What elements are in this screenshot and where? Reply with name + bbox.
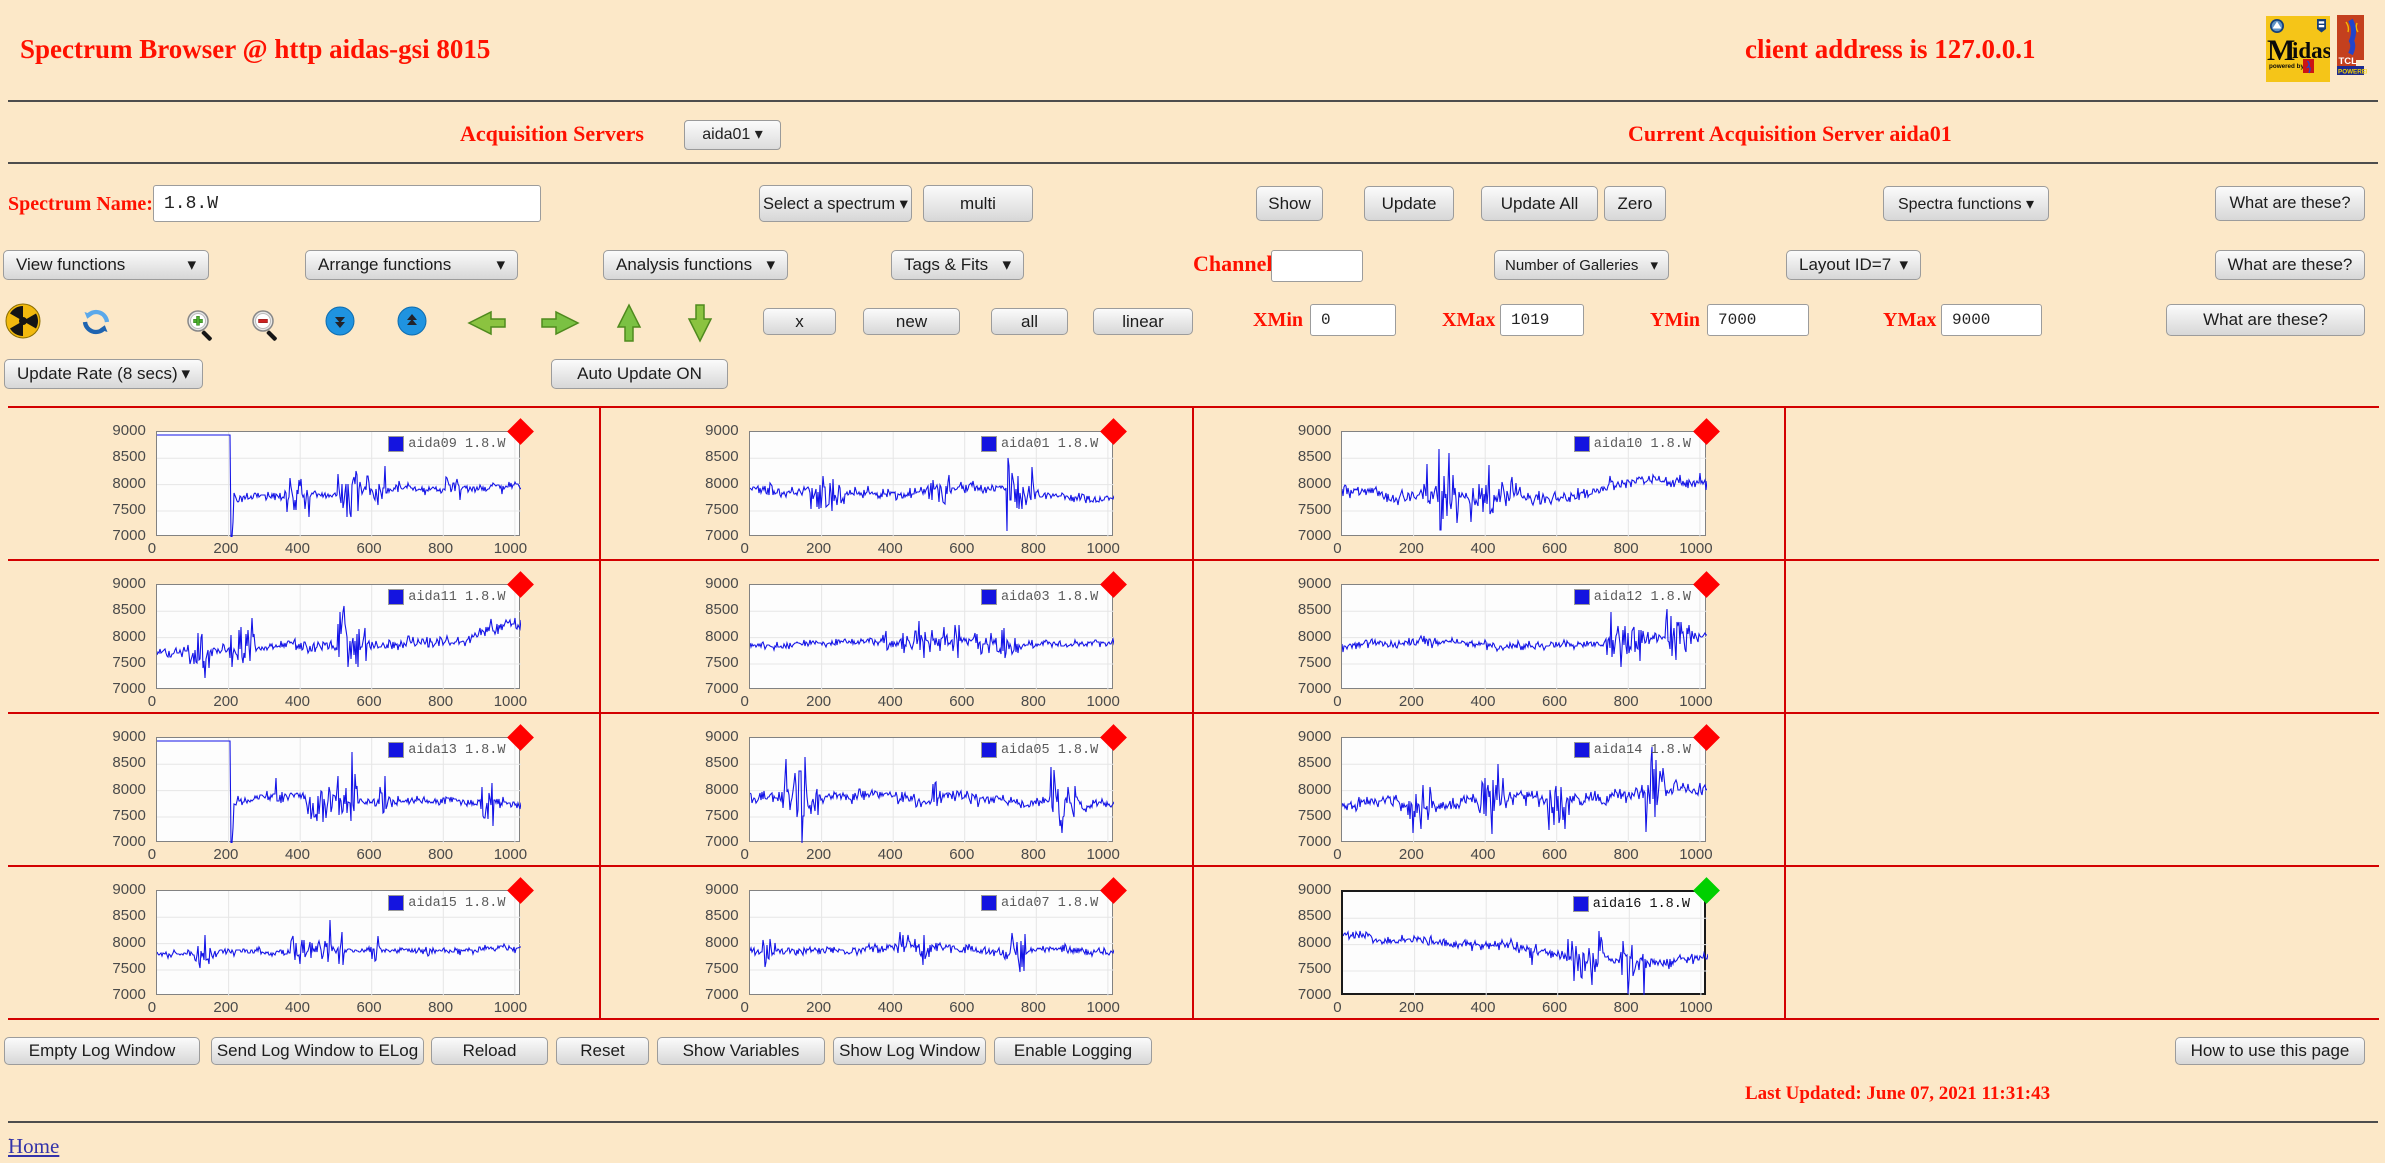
svg-text:powered by: powered by (2269, 63, 2304, 70)
svg-text:POWERED: POWERED (2338, 69, 2367, 76)
svg-text:TCL: TCL (2339, 56, 2358, 67)
